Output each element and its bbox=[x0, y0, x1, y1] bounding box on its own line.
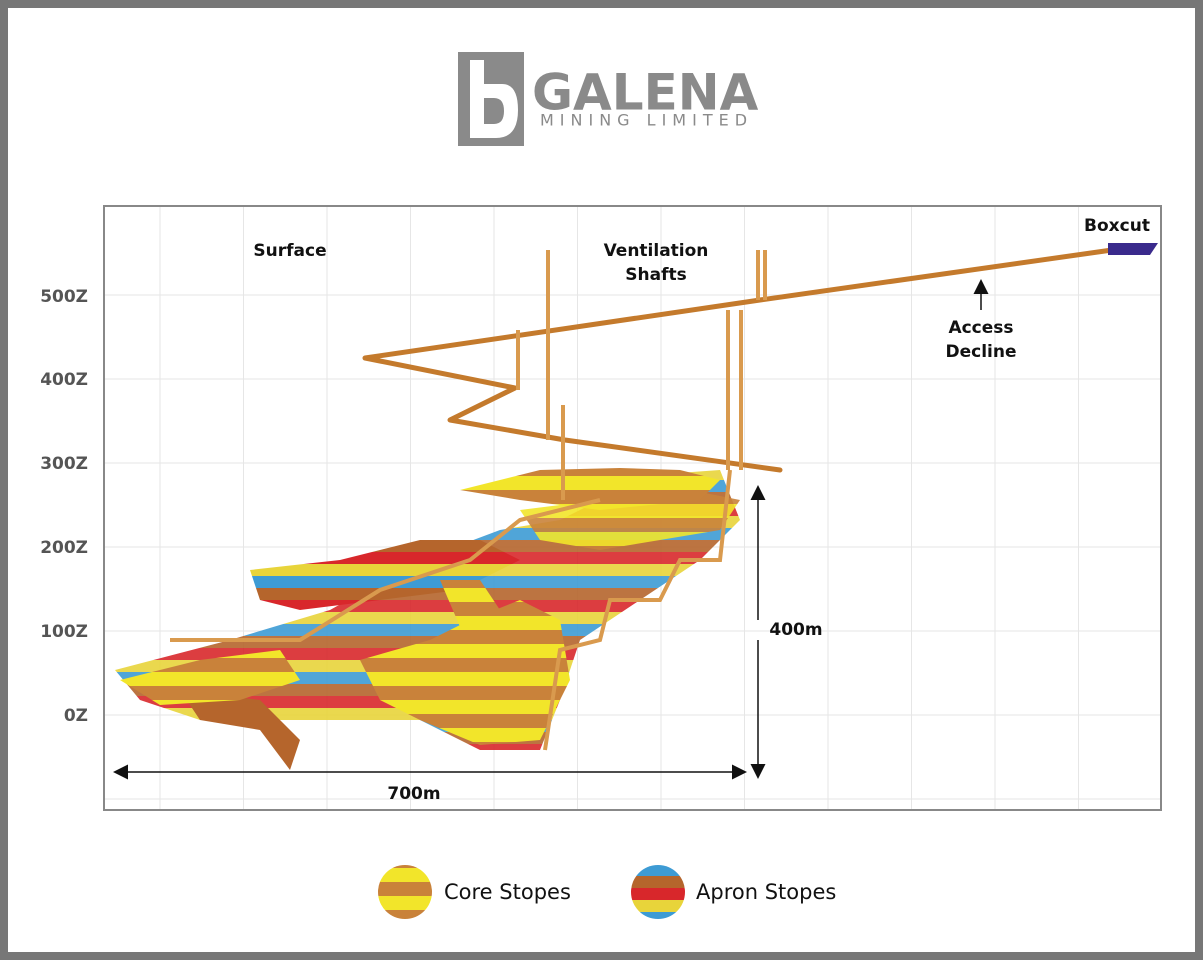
access-label: Decline bbox=[945, 342, 1016, 362]
annotations: Surface Ventilation Shafts Boxcut Access… bbox=[113, 216, 1150, 804]
legend: Core Stopes Apron Stopes bbox=[378, 865, 836, 919]
boxcut-label: Boxcut bbox=[1084, 216, 1150, 236]
tunnels bbox=[170, 243, 1158, 751]
logo-name: GALENA bbox=[532, 64, 759, 122]
axis-label: 100Z bbox=[40, 622, 88, 642]
axis-label: 400Z bbox=[40, 370, 88, 390]
boxcut-mark bbox=[1108, 243, 1158, 255]
logo: GALENA MINING LIMITED bbox=[458, 52, 759, 146]
ventilation-label: Shafts bbox=[625, 265, 686, 285]
axis-label: 0Z bbox=[64, 706, 88, 726]
legend-label: Apron Stopes bbox=[696, 880, 836, 904]
axis-label: 300Z bbox=[40, 454, 88, 474]
axis-labels: 500Z 400Z 300Z 200Z 100Z 0Z bbox=[40, 287, 88, 726]
logo-tagline: MINING LIMITED bbox=[540, 111, 753, 130]
surface-label: Surface bbox=[253, 241, 326, 261]
width-label: 700m bbox=[387, 784, 440, 804]
stopes bbox=[115, 468, 740, 770]
access-label: Access bbox=[948, 318, 1013, 338]
height-label: 400m bbox=[769, 620, 822, 640]
legend-label: Core Stopes bbox=[444, 880, 571, 904]
axis-label: 500Z bbox=[40, 287, 88, 307]
axis-label: 200Z bbox=[40, 538, 88, 558]
ventilation-label: Ventilation bbox=[604, 241, 709, 261]
